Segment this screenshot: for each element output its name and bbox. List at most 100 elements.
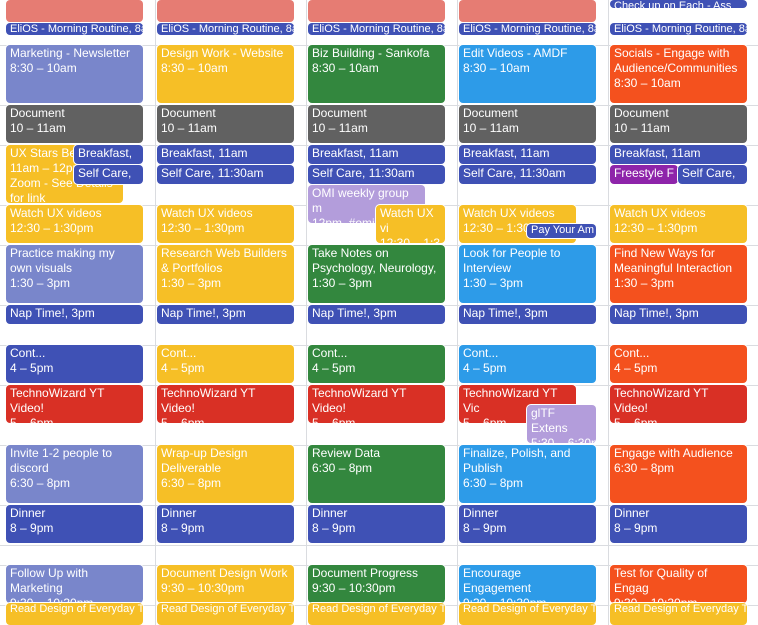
- calendar-event[interactable]: Self Care, 11:30am: [459, 165, 596, 184]
- calendar-event[interactable]: Look for People to Interview 1:30 – 3pm: [459, 245, 596, 303]
- calendar-event[interactable]: Document 10 – 11am: [308, 105, 445, 143]
- calendar-event[interactable]: Cont... 4 – 5pm: [6, 345, 143, 383]
- calendar-event[interactable]: Biz Building - Sankofa 8:30 – 10am: [308, 45, 445, 103]
- event-title: Watch UX videos: [614, 206, 706, 220]
- calendar-event[interactable]: Nap Time!, 3pm: [459, 305, 596, 324]
- calendar-event[interactable]: TechnoWizard YT Video! 5 – 6pm: [308, 385, 445, 423]
- calendar-event[interactable]: EliOS - Morning Routine, 8a: [6, 23, 143, 35]
- calendar-event[interactable]: [459, 0, 596, 22]
- event-title: TechnoWizard YT Vic: [463, 386, 558, 415]
- calendar-event[interactable]: Breakfast, 11am: [610, 145, 747, 164]
- event-title: Read Design of Everyday T: [463, 603, 596, 615]
- calendar-event[interactable]: Dinner 8 – 9pm: [610, 505, 747, 543]
- event-title: OMI weekly group m: [312, 186, 409, 215]
- event-title: UX Stars Be: [10, 146, 77, 160]
- calendar-event[interactable]: TechnoWizard YT Video! 5 – 6pm: [610, 385, 747, 423]
- event-title: Nap Time!: [614, 306, 669, 320]
- calendar-event[interactable]: Nap Time!, 3pm: [610, 305, 747, 324]
- calendar-event[interactable]: Self Care, 11:30am: [308, 165, 445, 184]
- calendar-event[interactable]: Read Design of Everyday T: [308, 603, 445, 625]
- calendar-event[interactable]: Cont... 4 – 5pm: [157, 345, 294, 383]
- event-time: 5 – 6pm: [161, 416, 205, 423]
- calendar-event[interactable]: Practice making my own visuals 1:30 – 3pm: [6, 245, 143, 303]
- calendar-event[interactable]: Breakfast, 11am: [459, 145, 596, 164]
- calendar-event[interactable]: Watch UX videos 12:30 – 1:30pm: [6, 205, 143, 243]
- calendar-event[interactable]: Breakfast, 11am: [157, 145, 294, 164]
- calendar-event[interactable]: Read Design of Everyday T: [6, 603, 143, 625]
- event-time: 4 – 5pm: [463, 361, 507, 375]
- event-time: 10 – 11am: [312, 121, 368, 135]
- calendar-event[interactable]: EliOS - Morning Routine, 8a: [308, 23, 445, 35]
- calendar-event[interactable]: Self Care,: [678, 165, 747, 184]
- calendar-event[interactable]: Read Design of Everyday T: [157, 603, 294, 625]
- calendar-event[interactable]: Read Design of Everyday T: [610, 603, 747, 625]
- calendar-event[interactable]: Dinner 8 – 9pm: [459, 505, 596, 543]
- calendar-event[interactable]: Find New Ways for Meaningful Interaction…: [610, 245, 747, 303]
- calendar-event[interactable]: Take Notes on Psychology, Neurology, 1:30…: [308, 245, 445, 303]
- calendar-event[interactable]: [308, 0, 445, 22]
- calendar-event[interactable]: Cont... 4 – 5pm: [459, 345, 596, 383]
- event-title: Design Work - Website: [161, 46, 284, 60]
- event-time: 11:30am: [217, 166, 264, 180]
- calendar-event[interactable]: Dinner 8 – 9pm: [6, 505, 143, 543]
- event-title: Watch UX videos: [161, 206, 253, 220]
- calendar-event[interactable]: Document Progress 9:30 – 10:30pm: [308, 565, 445, 603]
- calendar-event[interactable]: glTF Extens 5:30 – 6:30p: [527, 405, 596, 443]
- calendar-event[interactable]: Edit Videos - AMDF 8:30 – 10am: [459, 45, 596, 103]
- calendar-event[interactable]: Dinner 8 – 9pm: [308, 505, 445, 543]
- calendar-event[interactable]: [6, 0, 143, 22]
- calendar-event[interactable]: Breakfast,: [74, 145, 143, 164]
- calendar-event[interactable]: EliOS - Morning Routine, 8a: [157, 23, 294, 35]
- calendar-event[interactable]: Wrap-up Design Deliverable 6:30 – 8pm: [157, 445, 294, 503]
- calendar-event[interactable]: Check up on Each - Ass: [610, 0, 747, 8]
- event-time: 5 – 6pm: [614, 416, 658, 423]
- calendar-event[interactable]: Encourage Engagement 9:30 – 10:30pm: [459, 565, 596, 603]
- calendar-event[interactable]: Dinner 8 – 9pm: [157, 505, 294, 543]
- calendar-event[interactable]: Nap Time!, 3pm: [6, 305, 143, 324]
- calendar-event[interactable]: Document Design Work 9:30 – 10:30pm: [157, 565, 294, 603]
- calendar-event[interactable]: Nap Time!, 3pm: [308, 305, 445, 324]
- calendar-event[interactable]: Watch UX videos 12:30 – 1:30pm: [459, 205, 576, 243]
- calendar-event[interactable]: Read Design of Everyday T: [459, 603, 596, 625]
- calendar-event[interactable]: Marketing - Newsletter 8:30 – 10am: [6, 45, 143, 103]
- calendar-event[interactable]: Research Web Builders & Portfolios 1:30 –…: [157, 245, 294, 303]
- calendar-event[interactable]: Cont... 4 – 5pm: [308, 345, 445, 383]
- calendar-event[interactable]: Freestyle Fri: [610, 165, 678, 184]
- calendar-event[interactable]: Review Data 6:30 – 8pm: [308, 445, 445, 503]
- calendar-event[interactable]: Document 10 – 11am: [610, 105, 747, 143]
- calendar-event[interactable]: Watch UX videos 12:30 – 1:30pm: [157, 205, 294, 243]
- calendar-event[interactable]: Pay Your Am: [527, 224, 596, 238]
- calendar-event[interactable]: Self Care, 11:30am: [157, 165, 294, 184]
- calendar-event[interactable]: Finalize, Polish, and Publish 6:30 – 8pm: [459, 445, 596, 503]
- event-separator: ,: [513, 146, 521, 160]
- calendar-event[interactable]: EliOS - Morning Routine, 8a: [459, 23, 596, 35]
- event-time: 3pm: [373, 306, 397, 320]
- event-separator: ,: [362, 146, 370, 160]
- event-title: Review Data: [312, 446, 381, 460]
- calendar-event[interactable]: Cont... 4 – 5pm: [610, 345, 747, 383]
- calendar-event[interactable]: Breakfast, 11am: [308, 145, 445, 164]
- calendar-event[interactable]: [157, 0, 294, 22]
- calendar-event[interactable]: Watch UX vi 12:30 – 1:3: [376, 205, 445, 243]
- event-title: Nap Time!: [161, 306, 216, 320]
- calendar-event[interactable]: Socials - Engage with Audience/Communiti…: [610, 45, 747, 103]
- event-title: Watch UX videos: [463, 206, 555, 220]
- calendar-event[interactable]: Document 10 – 11am: [459, 105, 596, 143]
- calendar-event[interactable]: Engage with Audience 6:30 – 8pm: [610, 445, 747, 503]
- event-time: 4 – 5pm: [614, 361, 658, 375]
- calendar-event[interactable]: Nap Time!, 3pm: [157, 305, 294, 324]
- calendar-event[interactable]: Test for Quality of Engag 9:30 – 10:30pm: [610, 565, 747, 603]
- calendar-event[interactable]: Follow Up with Marketing 9:30 – 10:30pm: [6, 565, 143, 603]
- calendar-event[interactable]: Invite 1-2 people to discord 6:30 – 8pm: [6, 445, 143, 503]
- event-separator: ,: [366, 306, 374, 320]
- calendar-event[interactable]: Design Work - Website 8:30 – 10am: [157, 45, 294, 103]
- calendar-event[interactable]: TechnoWizard YT Video! 5 – 6pm: [157, 385, 294, 423]
- calendar-event[interactable]: TechnoWizard YT Video! 5 – 6pm: [6, 385, 143, 423]
- event-title: Edit Videos - AMDF: [463, 46, 568, 60]
- event-separator: ,: [211, 146, 219, 160]
- calendar-event[interactable]: Self Care,: [74, 165, 143, 184]
- calendar-event[interactable]: Watch UX videos 12:30 – 1:30pm: [610, 205, 747, 243]
- calendar-event[interactable]: Document 10 – 11am: [6, 105, 143, 143]
- calendar-event[interactable]: EliOS - Morning Routine, 8a: [610, 23, 747, 35]
- calendar-event[interactable]: Document 10 – 11am: [157, 105, 294, 143]
